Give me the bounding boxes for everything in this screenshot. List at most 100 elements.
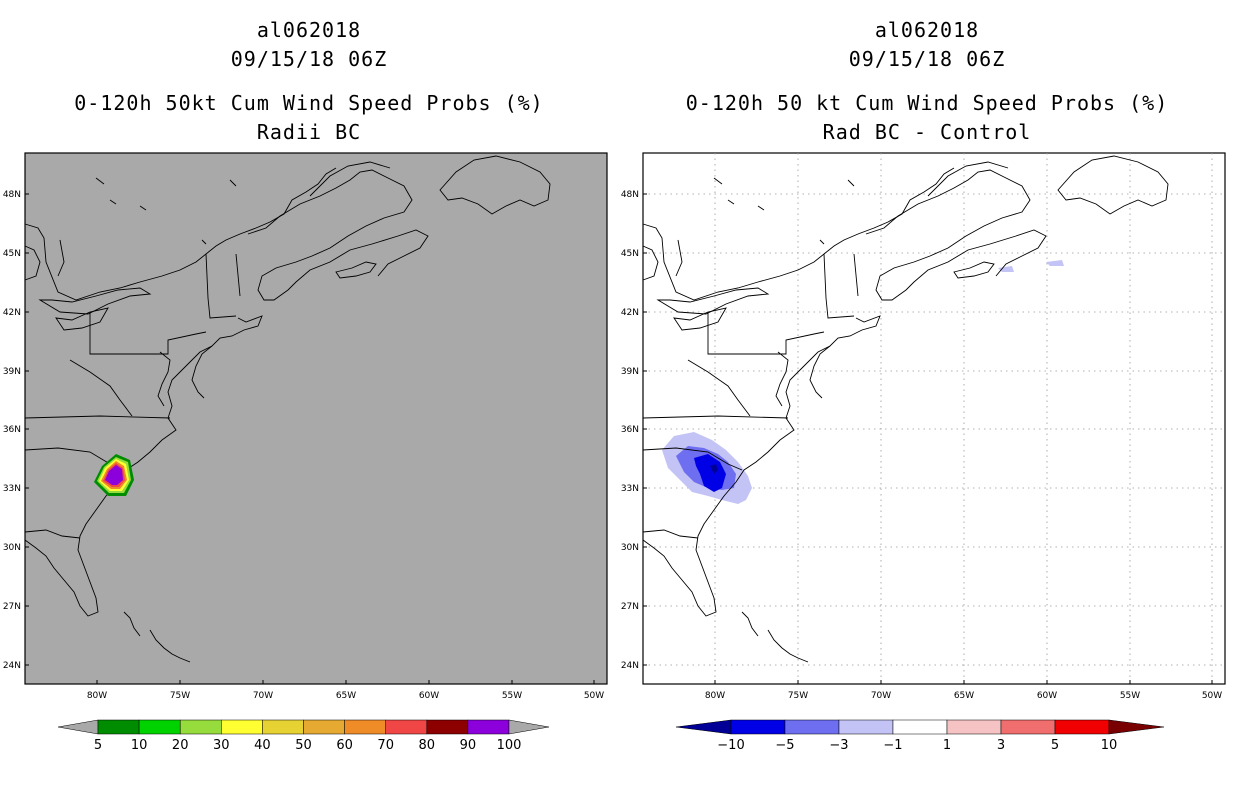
lat-label: 45N (621, 249, 639, 259)
colorbar-swatch (97, 719, 140, 735)
lat-label: 36N (3, 425, 21, 435)
lat-label: 39N (621, 367, 639, 377)
lon-label: 70W (871, 691, 891, 701)
difference-contours (662, 260, 1064, 504)
right-map-svg: 48N 45N 42N 39N 36N 33N 30N 27N 24N 80W 75W 70W 65W… (621, 152, 1226, 753)
colorbar-label: 90 (460, 738, 477, 753)
lon-label: 55W (502, 691, 522, 701)
lat-label: 30N (621, 543, 639, 553)
plot-subtitle: Radii BC (256, 120, 362, 144)
right-colorbar: −10 −5 −3 −1 1 3 5 10 (675, 719, 1165, 753)
lat-label: 24N (3, 661, 21, 671)
colorbar-label: 40 (254, 738, 271, 753)
lon-label: 60W (1037, 691, 1057, 701)
left-colorbar: 5 10 20 30 40 50 60 70 80 90 100 (57, 719, 550, 753)
map-frame (642, 152, 1226, 685)
colorbar-swatch (946, 719, 1002, 735)
colorbar-swatch (344, 719, 386, 735)
colorbar-label: 80 (419, 738, 436, 753)
lon-label: 50W (584, 691, 604, 701)
colorbar-swatch (426, 719, 469, 735)
right-panel: al062018 09/15/18 06Z 0-120h 50 kt Cum W… (618, 0, 1236, 800)
lon-label: 80W (87, 691, 107, 701)
lat-label: 27N (3, 602, 21, 612)
diff-contour-minus10 (710, 464, 718, 474)
lon-label: 80W (705, 691, 725, 701)
colorbar-swatch (179, 719, 222, 735)
left-lon-labels: 80W 75W 70W 65W 60W 55W 50W (87, 680, 604, 701)
left-panel: al062018 09/15/18 06Z 0-120h 50kt Cum Wi… (3, 18, 608, 753)
lat-label: 48N (3, 190, 21, 200)
colorbar-label: 70 (377, 738, 394, 753)
lon-label: 50W (1202, 691, 1222, 701)
colorbar-label: 30 (213, 738, 230, 753)
lat-label: 45N (3, 249, 21, 259)
colorbar-label: 3 (997, 738, 1005, 753)
plot-subtitle: Rad BC - Control (822, 120, 1032, 144)
colorbar-label: 20 (172, 738, 189, 753)
diff-contour-minus1-north (998, 260, 1064, 272)
lon-label: 70W (253, 691, 273, 701)
lat-label: 42N (3, 308, 21, 318)
lat-label: 30N (3, 543, 21, 553)
colorbar-label: −5 (775, 738, 794, 753)
gridlines (643, 153, 1225, 684)
left-lat-labels: 48N 45N 42N 39N 36N 33N 30N 27N 24N (3, 190, 29, 671)
colorbar-swatch (262, 719, 304, 735)
map-frame (24, 152, 608, 685)
colorbar-end-high (1108, 719, 1165, 735)
right-lon-labels: 80W 75W 70W 65W 60W 55W 50W (705, 680, 1222, 701)
colorbar-label: 60 (336, 738, 353, 753)
colorbar-label: −1 (883, 738, 902, 753)
colorbar-label: 5 (94, 738, 102, 753)
colorbar-swatch (138, 719, 181, 735)
lat-label: 33N (3, 484, 21, 494)
lat-label: 27N (621, 602, 639, 612)
colorbar-label: 50 (295, 738, 312, 753)
colorbar-swatch (1000, 719, 1056, 735)
colorbar-label: −3 (829, 738, 848, 753)
plot-title: 0-120h 50kt Cum Wind Speed Probs (%) (74, 91, 544, 115)
right-lat-labels: 48N 45N 42N 39N 36N 33N 30N 27N 24N (621, 190, 647, 671)
lat-label: 36N (621, 425, 639, 435)
datetime-label: 09/15/18 06Z (848, 47, 1006, 71)
colorbar-label: −10 (717, 738, 744, 753)
coastline-map (642, 155, 1169, 663)
storm-id-label: al062018 (256, 18, 362, 42)
colorbar-swatch (385, 719, 428, 735)
colorbar-end-low (57, 719, 99, 735)
lon-label: 65W (954, 691, 974, 701)
colorbar-label: 10 (1101, 738, 1118, 753)
datetime-label: 09/15/18 06Z (230, 47, 388, 71)
lat-label: 42N (621, 308, 639, 318)
lon-label: 75W (788, 691, 808, 701)
left-map-svg: 48N 45N 42N 39N 36N 33N 30N 27N 24N 80W 75W 70W 65W… (3, 152, 608, 753)
probability-contours (94, 454, 134, 496)
lon-label: 65W (336, 691, 356, 701)
lat-label: 39N (3, 367, 21, 377)
colorbar-swatch (467, 719, 510, 735)
colorbar-swatch (221, 719, 263, 735)
colorbar-label: 10 (131, 738, 148, 753)
lat-label: 24N (621, 661, 639, 671)
lat-label: 33N (621, 484, 639, 494)
colorbar-end-low (675, 719, 732, 735)
colorbar-swatch (892, 719, 948, 735)
prob-contour-100 (105, 465, 123, 485)
colorbar-swatch (784, 719, 840, 735)
diff-contour-minus5 (694, 454, 726, 492)
colorbar-label: 5 (1051, 738, 1059, 753)
colorbar-label: 1 (943, 738, 951, 753)
colorbar-swatch (303, 719, 345, 735)
colorbar-swatch (838, 719, 894, 735)
colorbar-swatch (730, 719, 786, 735)
plot-title: 0-120h 50 kt Cum Wind Speed Probs (%) (685, 91, 1169, 115)
lon-label: 75W (170, 691, 190, 701)
storm-id-label: al062018 (874, 18, 980, 42)
lat-label: 48N (621, 190, 639, 200)
colorbar-swatch (1054, 719, 1110, 735)
lon-label: 60W (419, 691, 439, 701)
colorbar-end-high (508, 719, 550, 735)
lon-label: 55W (1120, 691, 1140, 701)
colorbar-label: 100 (497, 738, 522, 753)
